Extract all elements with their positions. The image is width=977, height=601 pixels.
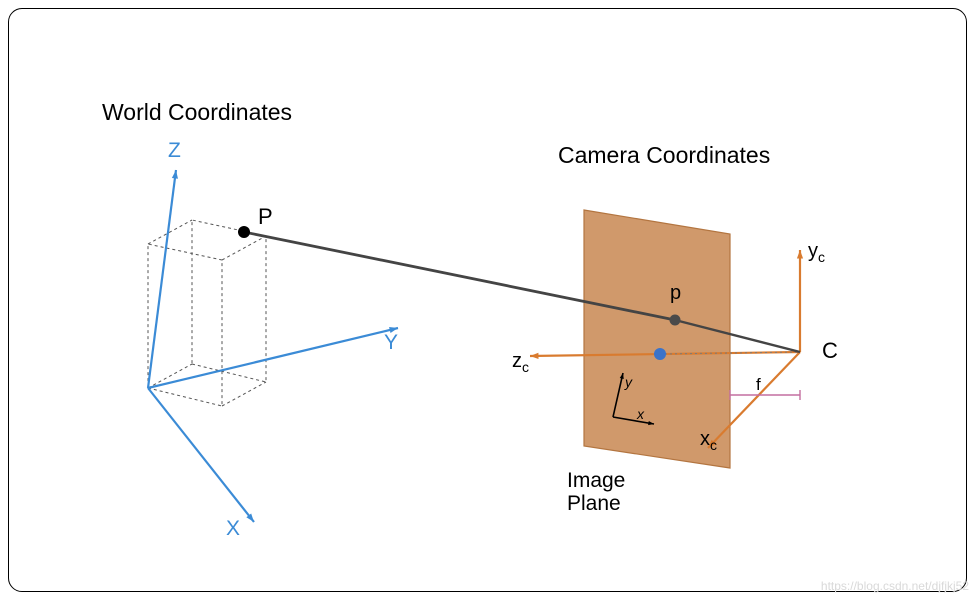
label-p-small: p: [670, 282, 681, 305]
point-P: [238, 226, 250, 238]
axis-label-X: X: [226, 517, 240, 541]
label-image-plane-1: Image: [567, 469, 625, 493]
image-axis-x-label: x: [637, 406, 644, 422]
label-C: C: [822, 338, 838, 364]
axis-label-Z: Z: [168, 139, 181, 163]
label-image-plane-2: Plane: [567, 492, 621, 516]
axis-label-zc: zc: [512, 350, 529, 375]
diagram-canvas: [0, 0, 977, 601]
axis-label-Y: Y: [384, 331, 398, 355]
point-p: [670, 315, 681, 326]
focal-length-marker: [730, 390, 800, 400]
world-axes: [148, 170, 398, 522]
axis-label-yc: yc: [808, 240, 825, 265]
label-P: P: [258, 204, 273, 230]
image-plane-center-point: [654, 348, 666, 360]
image-axis-y-label: y: [625, 374, 632, 390]
watermark: https://blog.csdn.net/djfjkj52: [821, 579, 969, 593]
title-world-coordinates: World Coordinates: [102, 99, 292, 126]
title-camera-coordinates: Camera Coordinates: [558, 142, 770, 169]
label-f: f: [756, 375, 761, 395]
axis-label-xc: xc: [700, 428, 717, 453]
